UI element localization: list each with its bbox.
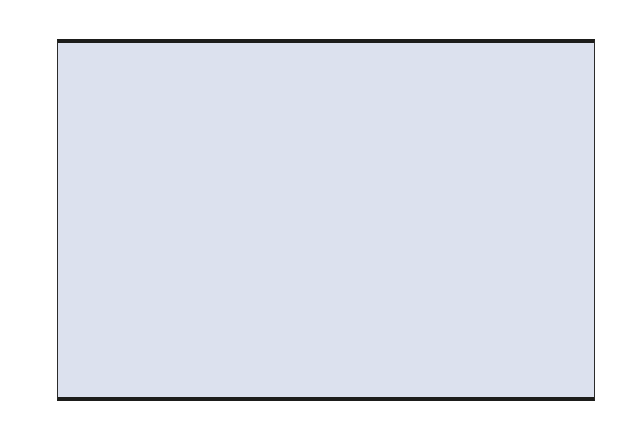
- plot-area: [57, 39, 595, 401]
